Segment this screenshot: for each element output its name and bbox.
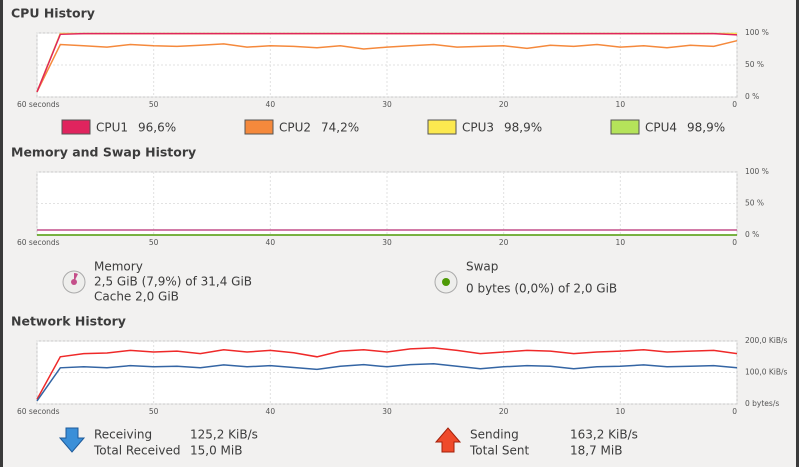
x-tick-label: 50	[149, 238, 159, 247]
legend-name: CPU3	[462, 121, 494, 135]
x-tick-label: 60 seconds	[17, 407, 60, 416]
x-tick-label: 40	[266, 407, 276, 416]
series-line	[36, 347, 738, 400]
y-tick-label: 100 %	[745, 28, 769, 37]
x-tick-label: 30	[382, 407, 392, 416]
series-line	[36, 362, 738, 402]
memory-cache: Cache 2,0 GiB	[94, 290, 179, 304]
receiving-arrow	[58, 427, 86, 453]
section-title: Network History	[11, 314, 126, 329]
x-tick-label: 40	[266, 100, 276, 109]
y-tick-label: 200,0 KiB/s	[745, 336, 788, 345]
x-tick-label: 10	[616, 100, 626, 109]
x-tick-label: 0	[732, 407, 737, 416]
legend-swatch	[610, 119, 640, 135]
series-line	[36, 39, 738, 93]
total-sent-label: Total Sent	[469, 444, 529, 458]
legend-value: 98,9%	[687, 121, 725, 135]
swap-icon	[434, 270, 458, 294]
x-tick-label: 20	[499, 100, 509, 109]
window-border-right	[796, 0, 799, 467]
y-tick-label: 0 %	[745, 92, 759, 101]
window-border-left	[0, 0, 3, 467]
total-received: 15,0 MiB	[190, 444, 242, 458]
sending-label: Sending	[470, 428, 519, 442]
legend-swatch	[61, 119, 91, 135]
x-tick-label: 0	[732, 100, 737, 109]
y-tick-label: 50 %	[745, 199, 764, 208]
x-tick-label: 20	[499, 238, 509, 247]
legend-swatch	[244, 119, 274, 135]
total-received-label: Total Received	[93, 444, 180, 458]
section-title: Memory and Swap History	[11, 145, 196, 160]
legend-name: CPU4	[645, 121, 677, 135]
memory-usage: 2,5 GiB (7,9%) of 31,4 GiB	[94, 275, 252, 289]
x-tick-label: 50	[149, 407, 159, 416]
sending-rate: 163,2 KiB/s	[570, 428, 638, 442]
legend-swatch	[427, 119, 457, 135]
memory-label: Memory	[94, 260, 143, 274]
x-tick-label: 10	[616, 407, 626, 416]
total-sent: 18,7 MiB	[570, 444, 622, 458]
sending-arrow	[434, 427, 462, 453]
y-tick-label: 100,0 KiB/s	[745, 368, 788, 377]
legend-name: CPU1	[96, 121, 128, 135]
x-tick-label: 40	[266, 238, 276, 247]
legend-value: 96,6%	[138, 121, 176, 135]
section-title: CPU History	[11, 6, 95, 21]
receiving-rate: 125,2 KiB/s	[190, 428, 258, 442]
x-tick-label: 60 seconds	[17, 238, 60, 247]
receiving-label: Receiving	[94, 428, 152, 442]
x-tick-label: 60 seconds	[17, 100, 60, 109]
x-tick-label: 30	[382, 100, 392, 109]
series-line	[36, 32, 738, 93]
x-tick-label: 10	[616, 238, 626, 247]
legend-name: CPU2	[279, 121, 311, 135]
legend-value: 74,2%	[321, 121, 359, 135]
y-tick-label: 50 %	[745, 60, 764, 69]
swap-usage: 0 bytes (0,0%) of 2,0 GiB	[466, 282, 617, 296]
x-tick-label: 0	[732, 238, 737, 247]
x-tick-label: 20	[499, 407, 509, 416]
x-tick-label: 30	[382, 238, 392, 247]
memory-icon	[62, 270, 86, 294]
swap-label: Swap	[466, 260, 498, 274]
y-tick-label: 0 %	[745, 230, 759, 239]
x-tick-label: 50	[149, 100, 159, 109]
legend-value: 98,9%	[504, 121, 542, 135]
y-tick-label: 0 bytes/s	[745, 399, 779, 408]
y-tick-label: 100 %	[745, 167, 769, 176]
